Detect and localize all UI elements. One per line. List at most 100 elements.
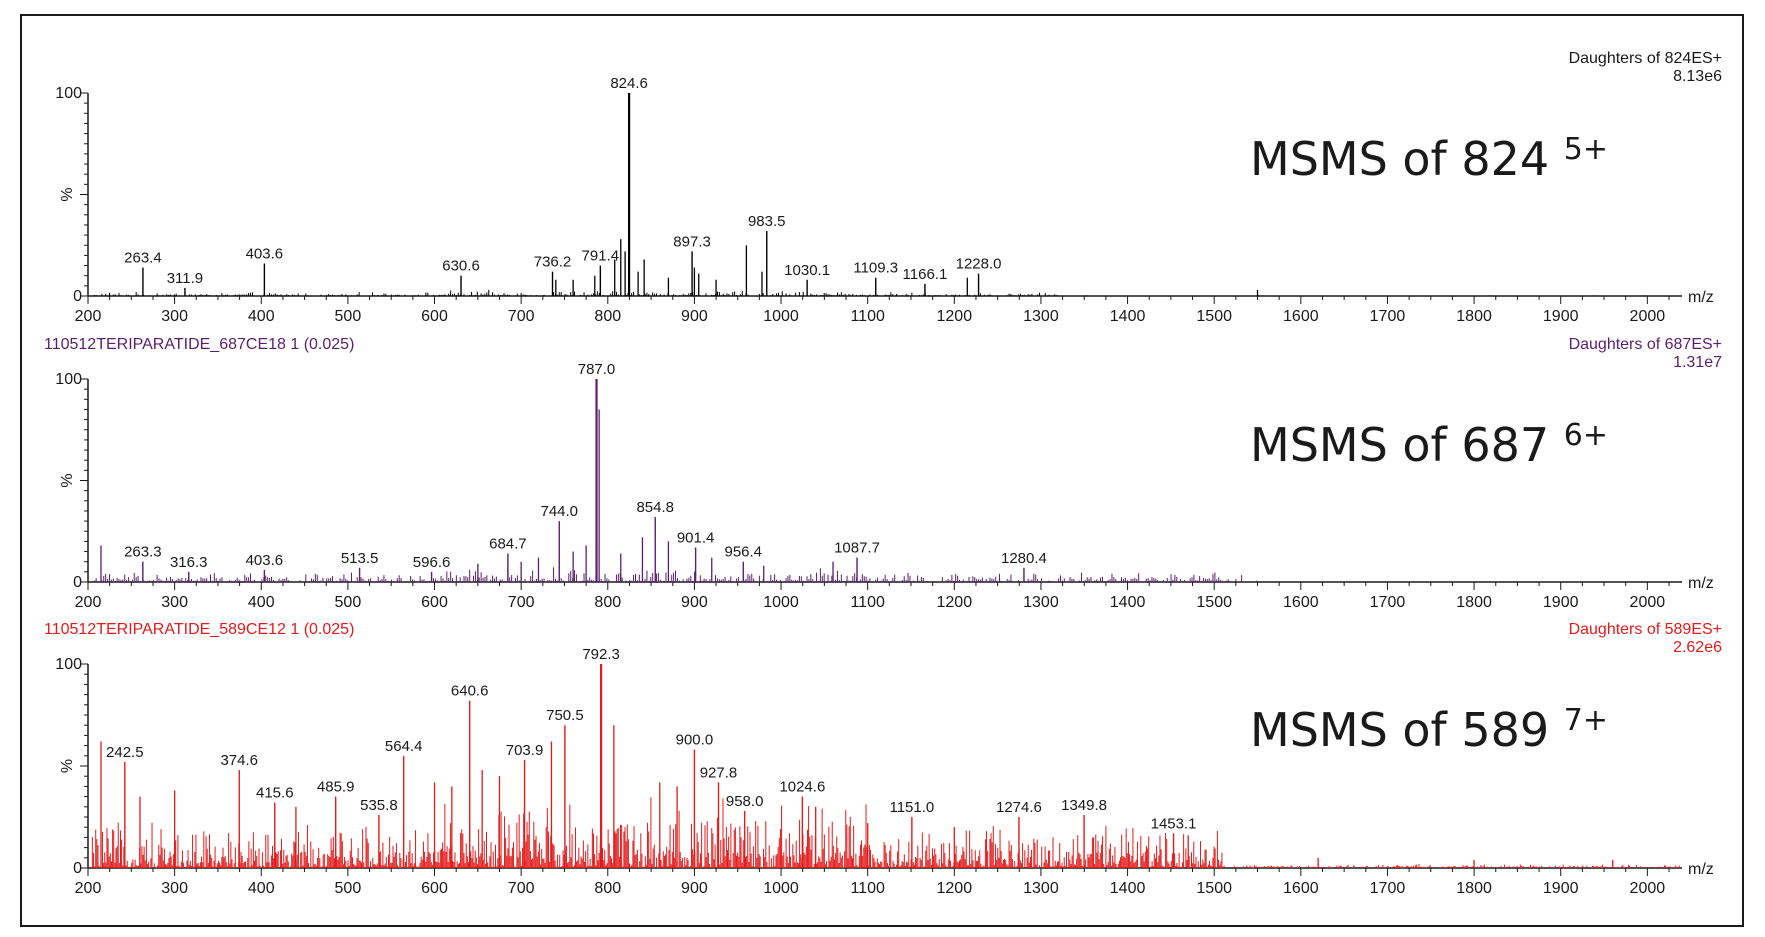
y-tick-label: 0 — [73, 288, 82, 305]
x-tick-label: 1600 — [1283, 594, 1319, 611]
peak-label: 1024.6 — [779, 779, 825, 796]
x-tick-label: 1700 — [1370, 594, 1406, 611]
peak-label: 1087.7 — [834, 540, 880, 557]
x-tick-label: 1700 — [1370, 880, 1406, 897]
peak-label: 787.0 — [578, 361, 616, 378]
x-tick-label: 800 — [594, 880, 621, 897]
y-axis-label: % — [59, 759, 76, 773]
peak-label: 242.5 — [106, 744, 144, 761]
x-tick-label: 400 — [248, 308, 275, 325]
x-tick-label: 700 — [508, 880, 535, 897]
x-axis-label: m/z — [1688, 575, 1714, 592]
x-tick-label: 300 — [161, 594, 188, 611]
peak-label: 900.0 — [676, 732, 714, 749]
x-tick-label: 1800 — [1456, 308, 1492, 325]
x-tick-label: 1300 — [1023, 594, 1059, 611]
peak-label: 897.3 — [673, 233, 711, 250]
panel-title-text: MSMS of 687 — [1250, 418, 1564, 472]
x-tick-label: 900 — [681, 594, 708, 611]
y-axis-label: % — [59, 187, 76, 201]
peak-label: 263.4 — [124, 250, 162, 267]
y-tick-label: 0 — [73, 574, 82, 591]
y-tick-label: 0 — [73, 860, 82, 877]
x-tick-label: 800 — [594, 308, 621, 325]
peak-label: 1151.0 — [889, 799, 934, 816]
x-tick-label: 2000 — [1630, 308, 1666, 325]
x-tick-label: 1000 — [763, 880, 799, 897]
peak-label: 485.9 — [317, 779, 355, 796]
x-tick-label: 700 — [508, 594, 535, 611]
x-tick-label: 1300 — [1023, 880, 1059, 897]
noise-peaks — [91, 797, 1680, 868]
x-tick-label: 1500 — [1196, 308, 1232, 325]
figure-frame — [20, 14, 1744, 927]
peak-label: 374.6 — [220, 752, 258, 769]
x-tick-label: 400 — [248, 594, 275, 611]
peak-label: 535.8 — [360, 797, 398, 814]
peak-label: 316.3 — [170, 554, 208, 571]
x-tick-label: 200 — [75, 594, 102, 611]
x-tick-label: 2000 — [1630, 880, 1666, 897]
spectrum-panel-2: 110512TERIPARATIDE_687CE18 1 (0.025) Daug… — [44, 336, 1722, 611]
noise-peaks — [93, 567, 1603, 582]
peak-label: 564.4 — [385, 738, 423, 755]
peak-label: 703.9 — [506, 742, 544, 759]
x-tick-label: 1900 — [1543, 880, 1579, 897]
peak-label: 684.7 — [489, 536, 527, 553]
x-tick-label: 500 — [335, 880, 362, 897]
peak-label: 1274.6 — [996, 799, 1042, 816]
x-tick-label: 200 — [75, 308, 102, 325]
x-tick-label: 1900 — [1543, 594, 1579, 611]
x-tick-label: 500 — [335, 308, 362, 325]
peak-label: 956.4 — [724, 544, 762, 561]
peak-label: 958.0 — [726, 793, 764, 810]
peak-label: 1349.8 — [1061, 797, 1107, 814]
peak-label: 415.6 — [256, 785, 294, 802]
intensity-label: 1.31e7 — [1673, 354, 1722, 371]
x-tick-label: 1800 — [1456, 880, 1492, 897]
peak-label: 630.6 — [442, 258, 480, 275]
peak-label: 791.4 — [582, 248, 620, 265]
x-tick-label: 1700 — [1370, 308, 1406, 325]
y-tick-label: 100 — [55, 656, 82, 673]
peak-label: 640.6 — [451, 683, 489, 700]
peak-label: 824.6 — [610, 75, 648, 92]
panel-title-text: MSMS of 824 — [1250, 132, 1564, 186]
peak-label: 596.6 — [413, 554, 451, 571]
x-tick-label: 300 — [161, 308, 188, 325]
x-tick-label: 1800 — [1456, 594, 1492, 611]
x-tick-label: 900 — [681, 880, 708, 897]
intensity-label: 8.13e6 — [1673, 68, 1722, 85]
panel-title-charge: 5+ — [1564, 132, 1608, 167]
x-tick-label: 600 — [421, 880, 448, 897]
x-tick-label: 1900 — [1543, 308, 1579, 325]
y-axis-label: % — [59, 473, 76, 487]
x-tick-label: 1000 — [763, 594, 799, 611]
peak-label: 792.3 — [582, 646, 620, 663]
x-tick-label: 1400 — [1110, 880, 1146, 897]
panel-title: MSMS of 589 7+ — [1250, 703, 1608, 757]
peak-label: 1109.3 — [853, 260, 898, 277]
x-tick-label: 2000 — [1630, 594, 1666, 611]
spectrum-panel-3: 110512TERIPARATIDE_589CE12 1 (0.025) Daug… — [44, 621, 1722, 897]
x-axis-label: m/z — [1688, 861, 1714, 878]
x-tick-label: 300 — [161, 880, 188, 897]
x-tick-label: 600 — [421, 308, 448, 325]
peak-label: 1280.4 — [1001, 550, 1047, 567]
noise-peaks — [93, 289, 1645, 296]
panel-title: MSMS of 687 6+ — [1250, 418, 1608, 472]
x-tick-label: 1300 — [1023, 308, 1059, 325]
panel-title-charge: 7+ — [1564, 703, 1608, 738]
y-tick-label: 100 — [55, 371, 82, 388]
peak-label: 403.6 — [246, 552, 284, 569]
peak-label: 1166.1 — [903, 266, 948, 283]
intensity-label: 2.62e6 — [1673, 639, 1722, 656]
x-tick-label: 1200 — [937, 594, 973, 611]
x-tick-label: 1200 — [937, 308, 973, 325]
peak-label: 927.8 — [700, 764, 738, 781]
run-label: 110512TERIPARATIDE_589CE12 1 (0.025) — [44, 621, 354, 638]
peak-label: 311.9 — [167, 270, 203, 287]
run-label: 110512TERIPARATIDE_687CE18 1 (0.025) — [44, 336, 354, 353]
x-tick-label: 1100 — [850, 880, 885, 897]
peak-label: 983.5 — [748, 213, 786, 230]
